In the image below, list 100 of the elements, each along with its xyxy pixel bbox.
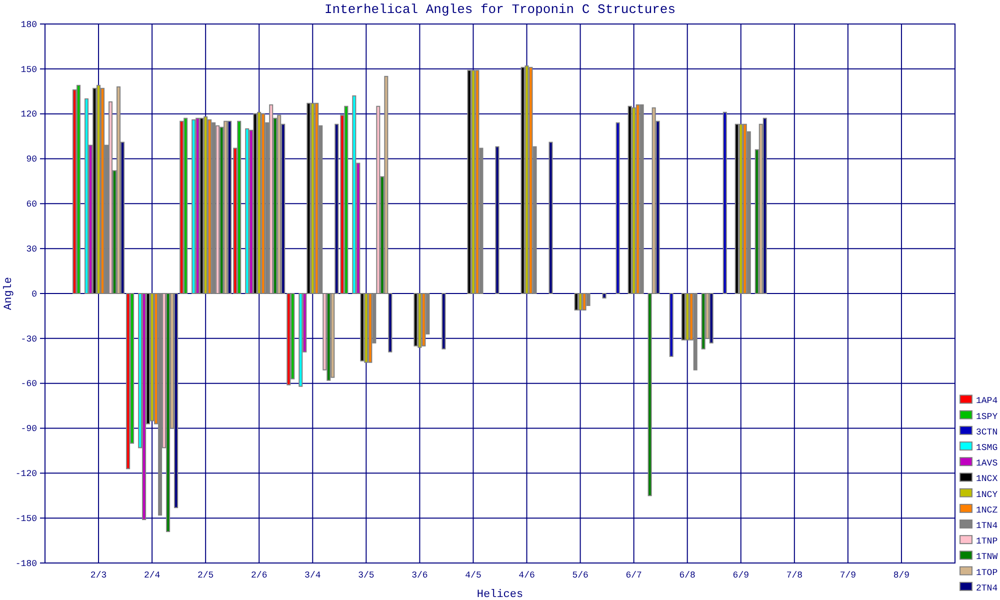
bar <box>640 104 644 294</box>
bar <box>192 119 196 294</box>
bar <box>108 101 113 294</box>
legend-label: 1TNP <box>976 536 998 547</box>
bar <box>582 293 586 310</box>
bar <box>632 107 636 294</box>
bar <box>636 104 640 294</box>
bar <box>344 106 348 294</box>
legend-label: 1TNW <box>976 552 998 562</box>
bar <box>253 113 258 294</box>
y-tick-label: 60 <box>26 200 37 210</box>
legend-label: 3CTN <box>976 427 998 438</box>
bar <box>196 118 200 294</box>
bar <box>722 112 727 294</box>
bar <box>158 293 162 516</box>
legend-label: 1AP4 <box>976 396 998 406</box>
x-tick-label: 7/9 <box>840 570 856 580</box>
x-tick-label: 3/5 <box>358 570 374 580</box>
bar <box>368 293 372 363</box>
x-tick-label: 2/3 <box>90 570 107 580</box>
legend-label: 1NCY <box>976 490 998 500</box>
bar <box>277 114 282 294</box>
bar <box>701 293 706 350</box>
y-tick-label: -60 <box>20 379 37 390</box>
y-tick-label: 120 <box>20 110 37 120</box>
bar <box>184 118 188 294</box>
bar <box>669 293 674 357</box>
legend-label: 2TN4 <box>976 583 998 594</box>
bar <box>237 120 242 294</box>
bar <box>257 112 262 294</box>
chart-title: Interhelical Angles for Troponin C Structures <box>324 2 676 17</box>
bar <box>261 113 266 294</box>
bar <box>738 124 743 294</box>
x-tick-label: 2/5 <box>197 570 214 580</box>
y-tick-label: 180 <box>20 20 37 30</box>
bar <box>84 98 89 294</box>
bar <box>208 119 212 294</box>
bar <box>628 106 632 294</box>
bar <box>520 66 525 294</box>
x-tick-label: 3/6 <box>412 570 428 580</box>
x-tick-label: 5/6 <box>572 570 588 580</box>
bar <box>685 293 690 340</box>
y-tick-label: 150 <box>20 64 37 75</box>
bar <box>326 293 331 381</box>
x-tick-label: 6/7 <box>626 570 642 580</box>
bar <box>298 293 303 387</box>
legend-label: 1AVS <box>976 458 998 469</box>
bar <box>72 89 77 294</box>
bar <box>616 122 620 294</box>
bar <box>524 65 529 294</box>
bar <box>100 88 105 294</box>
legend-label: 1NCZ <box>976 505 998 516</box>
x-tick-label: 2/4 <box>144 570 160 580</box>
bar <box>150 293 154 422</box>
bar <box>166 293 170 532</box>
bar <box>314 102 319 294</box>
bar <box>475 70 480 294</box>
bar <box>200 118 204 294</box>
x-tick-label: 6/9 <box>732 570 749 580</box>
x-tick-label: 8/9 <box>893 570 910 580</box>
bar <box>204 116 208 294</box>
bar <box>269 104 274 294</box>
x-tick-label: 4/5 <box>465 570 482 580</box>
y-tick-label: -90 <box>20 424 37 434</box>
x-tick-label: 6/8 <box>679 570 696 580</box>
bar <box>352 95 356 294</box>
legend-label: 1TN4 <box>976 521 998 531</box>
bar <box>734 124 739 294</box>
bar <box>422 293 426 346</box>
legend-label: 1SMG <box>976 443 998 453</box>
bar <box>471 70 476 294</box>
legend-label: 1SPY <box>976 412 998 422</box>
x-tick-label: 2/6 <box>251 570 268 580</box>
bar <box>212 122 216 294</box>
x-tick-label: 7/8 <box>786 570 803 580</box>
x-tick-label: 3/4 <box>304 570 321 580</box>
bar <box>96 84 101 294</box>
bar <box>467 70 472 294</box>
bar <box>528 66 533 294</box>
legend-label: 1TOP <box>976 568 998 578</box>
y-axis-title: Angle <box>3 276 15 310</box>
bar <box>681 293 686 340</box>
y-tick-label: 90 <box>26 154 37 165</box>
x-axis-title: Helices <box>476 589 524 600</box>
bar <box>578 293 582 310</box>
y-tick-label: -120 <box>15 469 37 480</box>
bar <box>245 128 250 294</box>
bar <box>418 293 422 348</box>
bar <box>414 293 418 346</box>
bar <box>76 84 81 294</box>
bar <box>224 120 228 294</box>
y-tick-label: 0 <box>32 289 37 300</box>
bar <box>216 125 220 294</box>
bar <box>116 86 121 294</box>
legend-label: 1NCX <box>976 474 998 484</box>
y-tick-label: -150 <box>15 514 37 524</box>
bar <box>142 293 146 520</box>
x-tick-label: 4/6 <box>518 570 535 580</box>
y-tick-label: 30 <box>26 244 37 254</box>
bar <box>742 124 747 294</box>
